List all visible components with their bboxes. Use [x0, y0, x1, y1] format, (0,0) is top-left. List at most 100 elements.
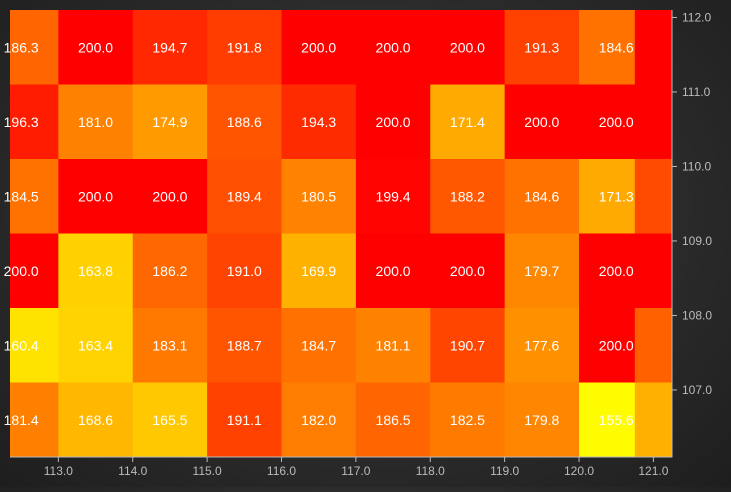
heatmap-cell — [58, 10, 134, 85]
cell-value-label: 200.0 — [376, 114, 411, 130]
heatmap-cells — [10, 10, 673, 458]
heatmap-cell — [430, 233, 506, 309]
x-tick-label: 114.0 — [118, 464, 147, 478]
cell-value-label: 188.2 — [450, 188, 485, 204]
heatmap-cell — [10, 159, 59, 234]
x-tick-label: 118.0 — [416, 464, 445, 478]
heatmap-cell — [579, 84, 636, 160]
cell-value-label: 194.7 — [152, 39, 187, 55]
heatmap-cell — [355, 159, 431, 234]
x-tick-label: 120.0 — [564, 464, 594, 478]
cell-value-label: 190.7 — [450, 337, 485, 353]
cell-value-label: 200.0 — [376, 39, 411, 55]
cell-value-label: 200.0 — [152, 188, 187, 204]
cell-value-label: 181.4 — [4, 412, 39, 428]
x-tick-label: 117.0 — [341, 464, 370, 478]
cell-value-label: 183.1 — [152, 337, 187, 353]
heatmap-cell — [355, 308, 431, 383]
cell-value-label: 200.0 — [78, 39, 113, 55]
cell-value-label: 199.4 — [376, 188, 411, 204]
heatmap-cell — [132, 382, 208, 458]
cell-value-label: 169.9 — [301, 263, 336, 279]
heatmap-cell — [10, 308, 59, 383]
cell-value-label: 191.8 — [227, 39, 262, 55]
heatmap-cell — [281, 382, 357, 458]
x-tick-label: 121.0 — [638, 464, 668, 478]
heatmap-cell — [10, 10, 59, 85]
heatmap-cell — [634, 84, 673, 160]
cell-value-label: 184.5 — [4, 188, 39, 204]
cell-value-label: 179.8 — [524, 412, 559, 428]
heatmap-cell — [207, 382, 282, 458]
heatmap-cell — [504, 382, 580, 458]
cell-value-label: 191.0 — [227, 263, 262, 279]
cell-value-label: 174.9 — [152, 114, 187, 130]
heatmap-cell — [10, 382, 59, 458]
y-tick-label: 111.0 — [682, 85, 711, 99]
heatmap-cell — [634, 233, 673, 309]
heatmap-cell — [634, 159, 673, 234]
heatmap-cell — [430, 159, 506, 234]
cell-value-label: 177.6 — [524, 337, 559, 353]
heatmap-cell — [579, 308, 636, 383]
y-tick-label: 110.0 — [682, 159, 711, 173]
heatmap-cell — [579, 233, 636, 309]
heatmap-cell — [10, 233, 59, 309]
heatmap-cell — [504, 10, 580, 85]
cell-value-label: 171.3 — [599, 188, 634, 204]
heatmap-cell — [58, 382, 134, 458]
cell-value-label: 196.3 — [4, 114, 39, 130]
cell-value-label: 171.4 — [450, 114, 485, 130]
x-tick-label: 115.0 — [193, 464, 222, 478]
heatmap-cell — [58, 159, 134, 234]
heatmap-cell — [132, 10, 208, 85]
heatmap-cell — [430, 84, 506, 160]
cell-value-label: 165.5 — [152, 412, 187, 428]
x-tick-label: 116.0 — [267, 464, 296, 478]
cell-value-label: 188.7 — [227, 337, 262, 353]
heatmap-cell — [281, 159, 357, 234]
x-axis: 113.0 114.0 115.0 116.0 117.0 118.0 119.0 120.0… — [10, 456, 672, 478]
cell-value-label: 182.0 — [301, 412, 336, 428]
cell-value-label: 186.3 — [4, 39, 39, 55]
heatmap-cell — [207, 84, 282, 160]
x-tick-label: 113.0 — [44, 464, 73, 478]
heatmap-cell — [430, 382, 506, 458]
heatmap-cell — [579, 159, 636, 234]
heatmap-cell — [579, 10, 636, 85]
heatmap-cell — [504, 84, 580, 160]
cell-value-label: 160.4 — [4, 337, 39, 353]
heatmap-cell — [504, 159, 580, 234]
heatmap-cell — [504, 233, 580, 309]
cell-value-label: 200.0 — [599, 114, 634, 130]
heatmap-cell — [58, 84, 134, 160]
heatmap-cell — [281, 308, 357, 383]
y-axis: 112.0 111.0 110.0 109.0 108.0 107.0 — [671, 10, 712, 457]
heatmap-cell — [355, 10, 431, 85]
y-tick-label: 107.0 — [682, 383, 712, 397]
cell-value-label: 191.1 — [227, 412, 262, 428]
heatmap-cell — [132, 233, 208, 309]
heatmap-cell — [430, 10, 506, 85]
cell-value-label: 186.5 — [376, 412, 411, 428]
cell-value-label: 200.0 — [301, 39, 336, 55]
heatmap-cell — [207, 233, 282, 309]
cell-value-label: 200.0 — [78, 188, 113, 204]
cell-value-label: 184.6 — [599, 39, 634, 55]
heatmap-cell — [355, 233, 431, 309]
heatmap-cell — [132, 159, 208, 234]
heatmap-cell — [355, 382, 431, 458]
cell-value-label: 179.7 — [524, 263, 559, 279]
heatmap-cell — [132, 308, 208, 383]
cell-value-label: 200.0 — [450, 39, 485, 55]
heatmap-cell — [281, 84, 357, 160]
heatmap-cell — [207, 10, 282, 85]
cell-value-label: 200.0 — [524, 114, 559, 130]
heatmap-cell — [579, 382, 636, 458]
heatmap-cell — [281, 233, 357, 309]
y-tick-label: 109.0 — [682, 234, 712, 248]
cell-labels: 186.3 200.0 194.7 191.8 200.0 200.0 200.0 191.3… — [4, 39, 634, 428]
cell-value-label: 200.0 — [599, 263, 634, 279]
